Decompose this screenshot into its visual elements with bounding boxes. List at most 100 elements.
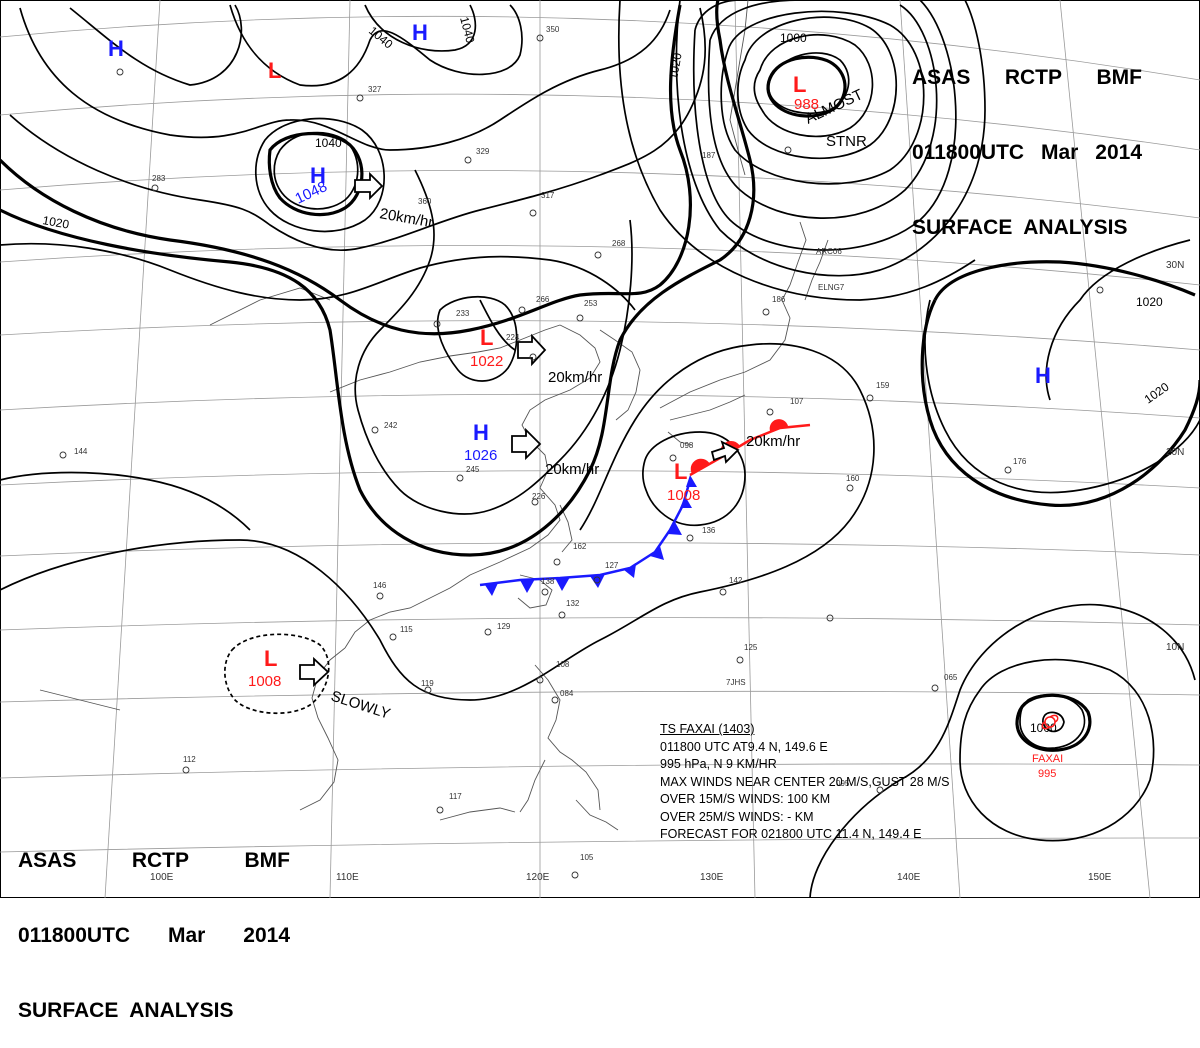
low-pressure-symbol: L bbox=[793, 72, 806, 97]
station-value: 107 bbox=[790, 397, 804, 406]
lat-label: 30N bbox=[1166, 260, 1184, 271]
station-value: 226 bbox=[532, 492, 546, 501]
station-value: 136 bbox=[702, 526, 716, 535]
high-pressure-symbol: H bbox=[108, 36, 124, 61]
station-value: 127 bbox=[605, 561, 619, 570]
station-value: 186 bbox=[772, 295, 786, 304]
station-value: 095 bbox=[836, 779, 850, 788]
low-pressure-value: 1022 bbox=[470, 353, 503, 370]
station-value: 142 bbox=[729, 576, 743, 585]
station-value: 187 bbox=[702, 151, 716, 160]
station-value: 162 bbox=[573, 542, 587, 551]
lon-label: 120E bbox=[526, 872, 550, 883]
station-value: 119 bbox=[421, 679, 434, 688]
header-station: RCTP bbox=[1004, 66, 1063, 89]
lat-label: 10N bbox=[1166, 642, 1184, 653]
header-type: BMF bbox=[1096, 66, 1143, 89]
typhoon-info-line: MAX WINDS NEAR CENTER 20 M/S,GUST 28 M/S bbox=[660, 774, 950, 789]
station-value: 283 bbox=[152, 174, 166, 183]
isobar-label: 1020 bbox=[1136, 295, 1163, 309]
motion-speed: 20km/hr bbox=[545, 461, 599, 478]
station-value: 112 bbox=[183, 755, 196, 764]
station-value: 224 bbox=[506, 333, 520, 342]
low-pressure-value: 1008 bbox=[667, 487, 700, 504]
station-value: 268 bbox=[612, 239, 626, 248]
typhoon-info-line: OVER 25M/S WINDS: - KM bbox=[660, 809, 814, 824]
lon-label: 100E bbox=[150, 872, 174, 883]
header-type: BMF bbox=[244, 849, 291, 872]
chart-header-bottom-left: ASAS RCTP BMF 011800UTC Mar 2014 SURFACE ANA… bbox=[18, 798, 290, 1048]
isobar-label: 1040 bbox=[457, 15, 478, 45]
ship-ids: ARC06 ELNG7 7JHS bbox=[726, 247, 845, 687]
weather-map: 1040 1040 1040 1020 1020 1020 1020 1000 … bbox=[0, 0, 1200, 898]
header-month: Mar bbox=[1041, 141, 1079, 164]
header-year: 2014 bbox=[1095, 141, 1142, 164]
lon-label: 150E bbox=[1088, 872, 1112, 883]
typhoon-symbol bbox=[1041, 714, 1059, 730]
station-value: 117 bbox=[449, 792, 462, 801]
station-value: 108 bbox=[556, 660, 570, 669]
station-value: 105 bbox=[580, 853, 594, 862]
high-pressure-symbol: H bbox=[1035, 363, 1051, 388]
station-value: 084 bbox=[560, 689, 574, 698]
header-time: 011800UTC bbox=[18, 924, 131, 947]
lat-lon-grid bbox=[0, 0, 1200, 898]
ship-id: ELNG7 bbox=[818, 283, 845, 292]
high-pressure-symbol: H bbox=[473, 420, 489, 445]
station-value: 317 bbox=[541, 191, 555, 200]
high-pressure-symbol: H bbox=[310, 163, 326, 188]
lat-label: 20N bbox=[1166, 447, 1184, 458]
isobar-label: 1020 bbox=[666, 51, 684, 80]
station-value: 159 bbox=[876, 381, 890, 390]
isobar-label: 1040 bbox=[315, 136, 342, 150]
station-value: 160 bbox=[846, 474, 860, 483]
station-value: 129 bbox=[497, 622, 511, 631]
typhoon-info-line: 995 hPa, N 9 KM/HR bbox=[660, 757, 777, 771]
isobars-thin bbox=[0, 0, 1200, 898]
header-product: ASAS bbox=[912, 66, 971, 89]
station-value: 242 bbox=[384, 421, 398, 430]
typhoon-info-line: OVER 15M/S WINDS: 100 KM bbox=[660, 792, 831, 806]
motion-arrows bbox=[299, 171, 740, 688]
station-value: 266 bbox=[536, 295, 550, 304]
station-value: 144 bbox=[74, 447, 88, 456]
low-pressure-symbol: L bbox=[264, 646, 277, 671]
header-month: Mar bbox=[168, 924, 206, 947]
station-value: 245 bbox=[466, 465, 480, 474]
ship-id: ARC06 bbox=[816, 247, 842, 256]
typhoon-name: FAXAI bbox=[1032, 753, 1063, 765]
lon-label: 110E bbox=[336, 872, 359, 883]
lon-label: 140E bbox=[897, 872, 921, 883]
motion-speed: 20km/hr bbox=[746, 433, 800, 450]
typhoon-info-line: FORECAST FOR 021800 UTC 11.4 N, 149.4 E bbox=[660, 827, 922, 841]
isobar-label: 1020 bbox=[41, 213, 70, 231]
high-pressure-symbol: H bbox=[412, 20, 428, 45]
station-values: 350 327 329 317 360 283 268 266 253 233 … bbox=[74, 25, 1027, 862]
header-station: RCTP bbox=[131, 849, 190, 872]
station-markers bbox=[59, 34, 1104, 879]
isobar-label: 1000 bbox=[780, 31, 807, 45]
typhoon-info-line: TS FAXAI (1403) bbox=[660, 722, 755, 736]
low-pressure-symbol: L bbox=[674, 459, 687, 484]
high-pressure-value: 1026 bbox=[464, 447, 497, 464]
station-value: 065 bbox=[944, 673, 958, 682]
station-value: 098 bbox=[680, 441, 694, 450]
station-value: 360 bbox=[418, 197, 432, 206]
station-value: 132 bbox=[566, 599, 580, 608]
station-value: 176 bbox=[1013, 457, 1027, 466]
low-pressure-value: 1008 bbox=[248, 673, 281, 690]
station-value: 138 bbox=[541, 577, 555, 586]
header-title: SURFACE ANALYSIS bbox=[18, 999, 234, 1022]
header-year: 2014 bbox=[243, 924, 290, 947]
grid-labels: 30N 20N 10N 100E 110E 120E 130E 140E 150… bbox=[150, 260, 1184, 883]
chart-header-top-right: ASAS RCTP BMF 011800UTC Mar 2014 SURFACE ANA… bbox=[912, 15, 1142, 265]
low-pressure-symbol: L bbox=[268, 58, 281, 83]
header-product: ASAS bbox=[18, 849, 77, 872]
low-pressure-symbol: L bbox=[480, 325, 493, 350]
ship-id: 7JHS bbox=[726, 678, 746, 687]
motion-speed: 20km/hr bbox=[548, 369, 602, 386]
typhoon-pressure: 995 bbox=[1038, 768, 1056, 780]
station-value: 329 bbox=[476, 147, 490, 156]
cold-front bbox=[479, 475, 697, 596]
lon-label: 130E bbox=[700, 872, 724, 883]
